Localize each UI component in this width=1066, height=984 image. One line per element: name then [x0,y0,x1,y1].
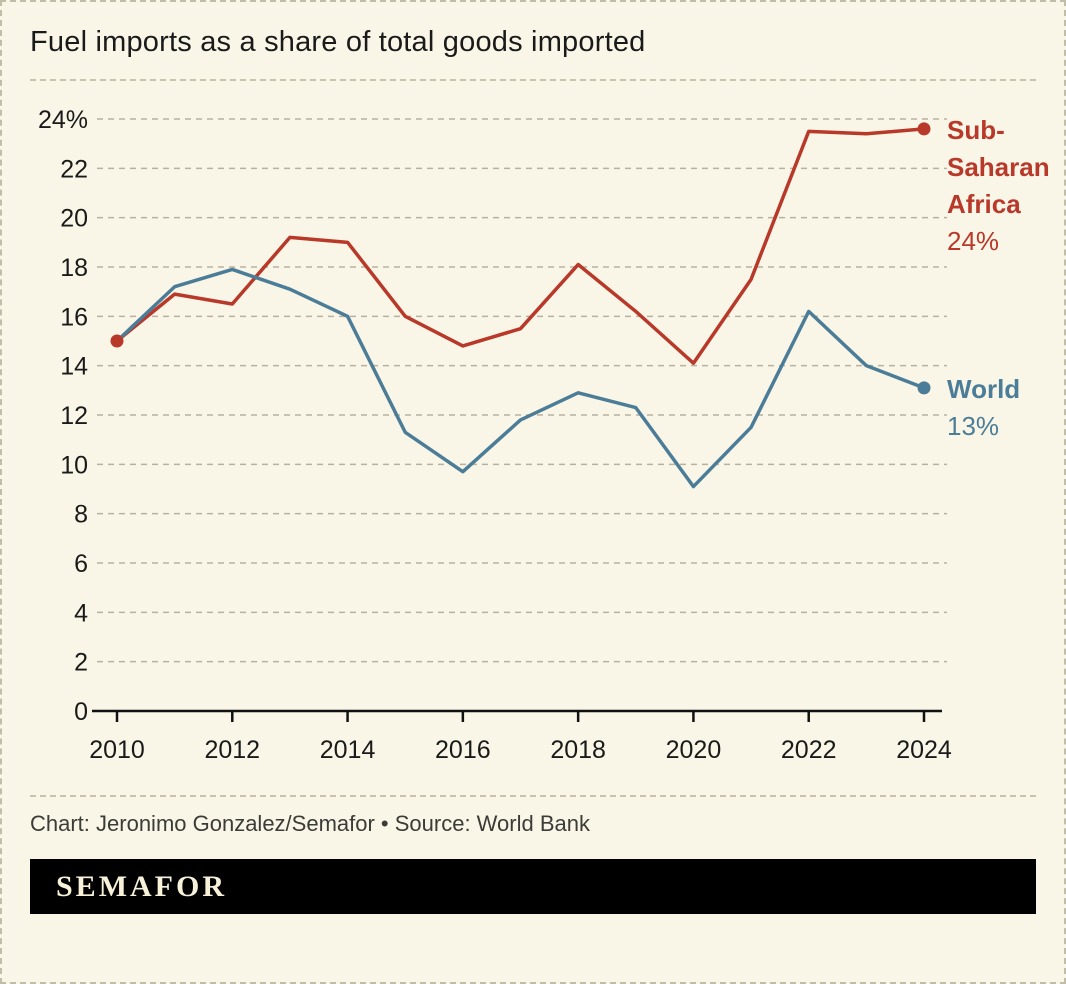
x-tick-label: 2018 [550,736,606,764]
series-label: Africa [947,189,1021,219]
x-tick-label: 2012 [204,736,260,764]
y-tick-label: 4 [74,599,88,627]
content: Fuel imports as a share of total goods i… [2,2,1064,914]
y-tick-label: 6 [74,550,88,578]
y-tick-label: 14 [60,353,88,381]
series-line [115,127,926,365]
y-tick-label: 10 [60,451,88,479]
x-tick-label: 2024 [896,736,952,764]
bottom-divider [30,795,1036,797]
y-tick-label: 22 [60,155,88,183]
x-tick-label: 2020 [666,736,722,764]
series-label: World [947,374,1020,404]
y-tick-label: 16 [60,303,88,331]
semafor-logo: SEMAFOR [56,869,227,903]
y-tick-label: 2 [74,649,88,677]
series-value-label: 24% [947,226,999,256]
chart-credit: Chart: Jeronimo Gonzalez/Semafor • Sourc… [30,811,590,836]
top-divider [30,79,1036,81]
x-tick-label: 2010 [89,736,145,764]
series-end-dot [917,122,931,136]
y-tick-label: 8 [74,501,88,529]
x-tick-label: 2022 [781,736,837,764]
series-label: Saharan [947,152,1050,182]
y-tick-label: 18 [60,254,88,282]
series-end-dot [917,381,931,395]
logo-bar: SEMAFOR [30,859,1036,914]
y-tick-label: 24% [38,106,88,134]
y-tick-label: 12 [60,402,88,430]
x-tick-label: 2014 [320,736,376,764]
series-value-label: 13% [947,411,999,441]
series-line [115,267,926,489]
series-label: Sub- [947,115,1005,145]
chart-area: 0 2 4 6 8 10 12 14 16 18 20 22 24% 2010 2012 2014 2016 20… [2,81,1064,793]
x-tick-label: 2016 [435,736,491,764]
series-start-dot [110,334,124,348]
chart-title: Fuel imports as a share of total goods i… [30,26,646,58]
y-tick-label: 0 [74,698,88,726]
y-tick-label: 20 [60,205,88,233]
